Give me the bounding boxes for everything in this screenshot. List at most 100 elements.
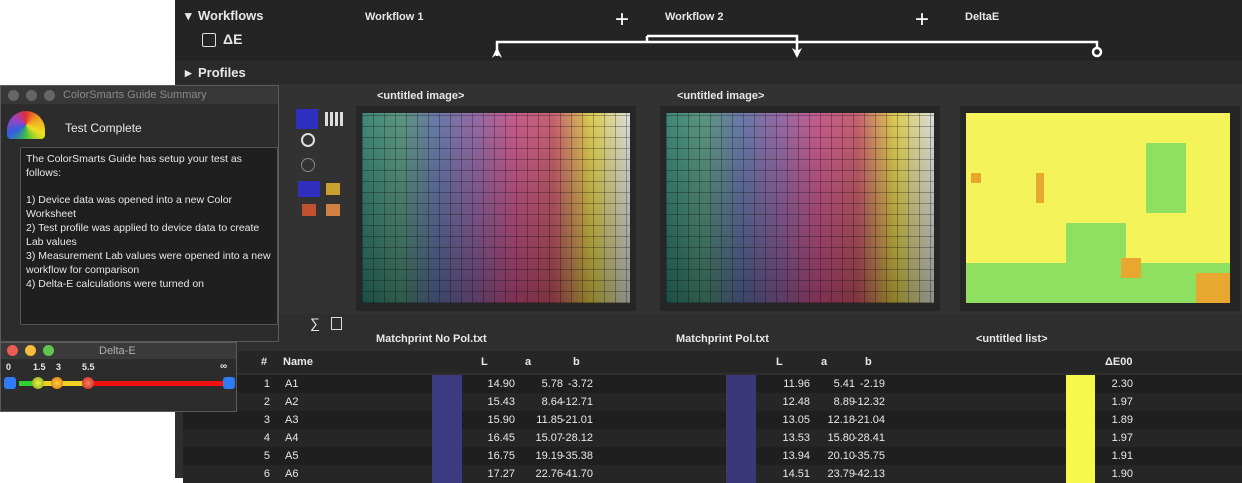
zoom-button[interactable] [44,90,55,101]
source-title: <untitled list> [976,333,1048,345]
checkbox[interactable] [223,377,235,389]
table-cell: 14.90 [487,378,515,390]
workflow-name[interactable]: DeltaE [965,11,1000,23]
slider-knob[interactable] [32,377,44,389]
table-cell: 16.75 [487,450,515,462]
table-cell: 5 [263,450,270,462]
grid-tool[interactable] [325,112,343,126]
patch-image [362,113,630,303]
table-cell: A6 [285,468,299,480]
color-swatch [432,393,462,411]
profiles-toggle[interactable]: ▸ [185,65,192,80]
image-title: <untitled image> [377,90,465,102]
table-cell: -12.32 [853,396,885,408]
column-header: Name [283,356,313,368]
threshold-label: 3 [56,362,62,372]
table-cell: A5 [285,450,299,462]
color-swatch [432,411,462,429]
color-swatch [726,447,756,465]
table-cell: 15.43 [487,396,515,408]
table-cell: 13.53 [782,432,810,444]
paragraph: 3) Measurement Lab values were opened in… [26,250,271,276]
minimize-button[interactable] [26,90,37,101]
warning-area [1196,273,1230,303]
sum-button[interactable]: ∑ [310,315,320,331]
main-window: ▾ Workflows Workflow 1 Workflow 2 DeltaE… [175,0,1242,483]
table-cell: 8.64 [541,396,563,408]
profiles-band [175,62,1242,84]
table-cell: 12.18 [827,414,855,426]
table-cell: -28.41 [853,432,885,444]
workflows-toggle[interactable]: ▾ [185,8,192,23]
column-header: a [821,356,828,368]
table-cell: 14.51 [782,468,810,480]
table-cell: 17.27 [487,468,515,480]
profiles-title[interactable]: Profiles [198,65,246,80]
zoom-tool[interactable] [301,133,315,147]
table-cell: 5.78 [541,378,563,390]
workflow-name[interactable]: Workflow 2 [665,11,724,23]
info-tool[interactable] [301,158,315,172]
guide-window: ColorSmarts Guide Summary Test Complete … [0,85,279,342]
table-cell: 20.10 [827,450,855,462]
close-button[interactable] [8,90,19,101]
paragraph: 2) Test profile was applied to device da… [26,222,260,248]
add-button[interactable]: + [915,6,930,33]
paragraph: 1) Device data was opened into a new Col… [26,194,233,220]
table-cell: A3 [285,414,299,426]
delta-e-icon[interactable]: ΔE [223,31,243,47]
slider-knob[interactable] [51,377,63,389]
add-button[interactable]: + [615,6,630,33]
table-cell: 6 [263,468,270,480]
column-header: a [525,356,532,368]
color-swatch [726,429,756,447]
link-end [1091,46,1103,58]
table-cell: 12.48 [782,396,810,408]
table-cell: 11.85 [536,414,563,426]
source-title: Matchprint No Pol.txt [376,333,487,345]
threshold-label: ∞ [220,361,228,372]
table-cell: 8.89 [833,396,855,408]
source-title: Matchprint Pol.txt [676,333,769,345]
view-tool[interactable] [298,181,320,197]
table-cell: 15.07 [535,432,563,444]
table-cell: 1.97 [1111,396,1133,408]
view-tool[interactable] [326,204,340,216]
tolerance-area [1146,143,1186,213]
tolerance-area [966,263,1230,303]
workflows-band [175,0,1242,61]
workflow-name[interactable]: Workflow 1 [365,11,424,23]
color-swatch [1066,447,1095,465]
minimize-button[interactable] [25,345,36,356]
close-button[interactable] [7,345,18,356]
view-tool[interactable] [302,204,316,216]
tolerance-slider [19,381,223,386]
threshold-label: 0 [6,362,12,372]
zoom-button[interactable] [43,345,54,356]
view-tool[interactable] [326,183,340,195]
color-swatch [432,447,462,465]
table-cell: A1 [285,378,299,390]
workflows-title[interactable]: Workflows [198,8,264,23]
hand-tool[interactable] [296,109,318,129]
workflow-links [492,34,1103,58]
window-title: ColorSmarts Guide Summary [63,89,207,101]
warning-area [971,173,981,183]
slider-knob[interactable] [82,377,94,389]
image-title: <untitled image> [677,90,765,102]
report-button[interactable] [331,317,342,330]
table-cell: 13.94 [782,450,810,462]
column-header: L [481,356,488,368]
color-swatch [726,375,756,393]
table-cell: 2.30 [1111,378,1133,390]
duplicate-icon[interactable] [202,33,216,47]
table-cell: -21.04 [853,414,885,426]
table-header [183,351,1242,373]
table-cell: 1 [263,378,270,390]
paragraph: 4) Delta-E calculations were turned on [26,278,205,290]
color-swatch [1066,393,1095,411]
table-cell: 11.96 [783,378,810,390]
table-cell: 15.90 [487,414,515,426]
checkbox[interactable] [4,377,16,389]
